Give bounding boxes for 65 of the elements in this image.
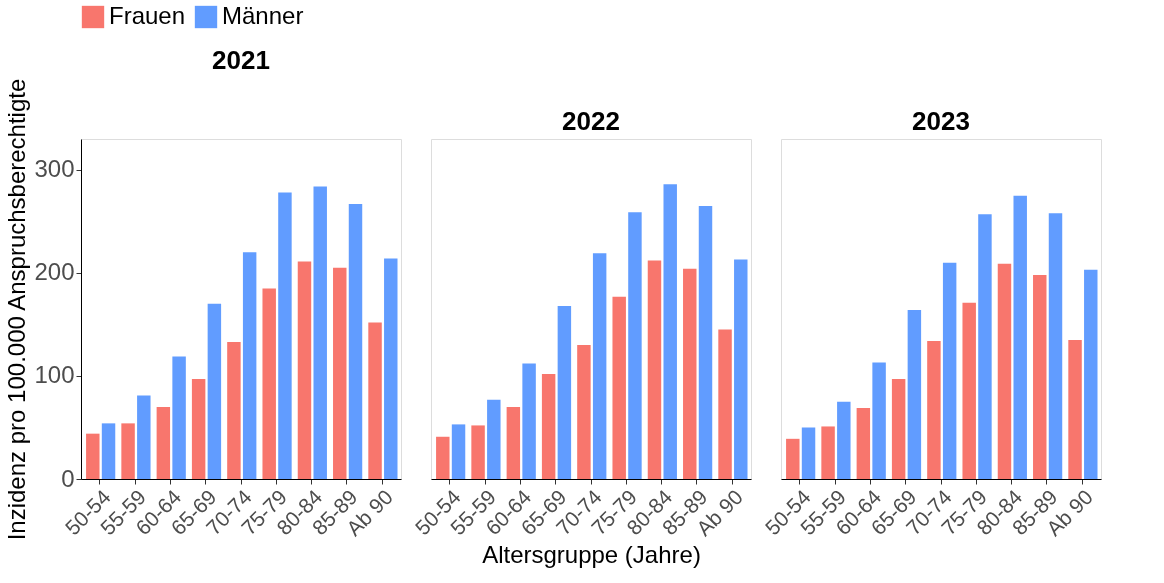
legend-label: Männer — [222, 2, 304, 29]
bar — [821, 426, 835, 479]
bar — [348, 203, 363, 479]
bar — [207, 303, 222, 479]
bar — [1068, 339, 1082, 479]
bar — [191, 379, 206, 479]
bar — [663, 184, 677, 479]
bar — [698, 205, 713, 479]
x-axis-title: Altersgruppe (Jahre) — [482, 541, 701, 569]
bar — [683, 268, 697, 479]
bar — [137, 395, 151, 479]
bar — [856, 407, 871, 479]
y-tick-label: 0 — [61, 464, 75, 492]
chart-title: 2021 — [212, 44, 270, 75]
y-tick-label: 300 — [34, 155, 75, 183]
bar — [872, 362, 886, 479]
bar — [156, 406, 171, 479]
bar — [978, 214, 992, 479]
bar — [172, 356, 186, 479]
bar — [242, 252, 257, 479]
bar — [734, 259, 748, 479]
bar — [297, 261, 312, 479]
bar — [1084, 269, 1098, 479]
bar — [927, 340, 941, 479]
legend-label: Frauen — [109, 2, 186, 29]
bar — [101, 423, 116, 479]
bar — [907, 310, 922, 479]
bar — [333, 267, 347, 479]
bar — [384, 258, 398, 479]
y-tick-label: 200 — [34, 258, 75, 286]
bar — [962, 302, 976, 479]
chart-title: 2023 — [912, 106, 970, 136]
bar — [837, 401, 851, 479]
bar — [522, 363, 536, 479]
bar — [997, 263, 1012, 479]
bar — [368, 322, 382, 479]
bar — [313, 186, 327, 479]
bar — [436, 436, 450, 479]
bar — [451, 424, 466, 479]
bar — [227, 341, 241, 479]
bar — [278, 192, 292, 479]
y-tick-label: 100 — [34, 361, 75, 389]
bar — [487, 399, 501, 479]
bar — [592, 253, 607, 479]
bar — [612, 296, 626, 479]
bar — [942, 262, 957, 479]
y-axis-title: Inzidenz pro 100.000 Anspruchsberechtigte — [3, 78, 31, 541]
chart-title: 2022 — [562, 106, 620, 136]
bar — [471, 425, 485, 479]
bar — [718, 329, 732, 479]
bar — [786, 438, 800, 479]
bar — [1033, 275, 1047, 479]
bar — [1048, 213, 1063, 479]
bar — [801, 427, 816, 479]
bar — [647, 260, 662, 479]
bar — [628, 212, 642, 479]
bar — [891, 379, 906, 479]
bar — [262, 288, 276, 479]
bar — [121, 423, 135, 479]
bar — [1013, 195, 1027, 479]
bar — [506, 406, 521, 479]
bar — [86, 433, 100, 479]
bar — [577, 345, 591, 479]
bar — [541, 373, 556, 479]
bar — [557, 305, 572, 479]
